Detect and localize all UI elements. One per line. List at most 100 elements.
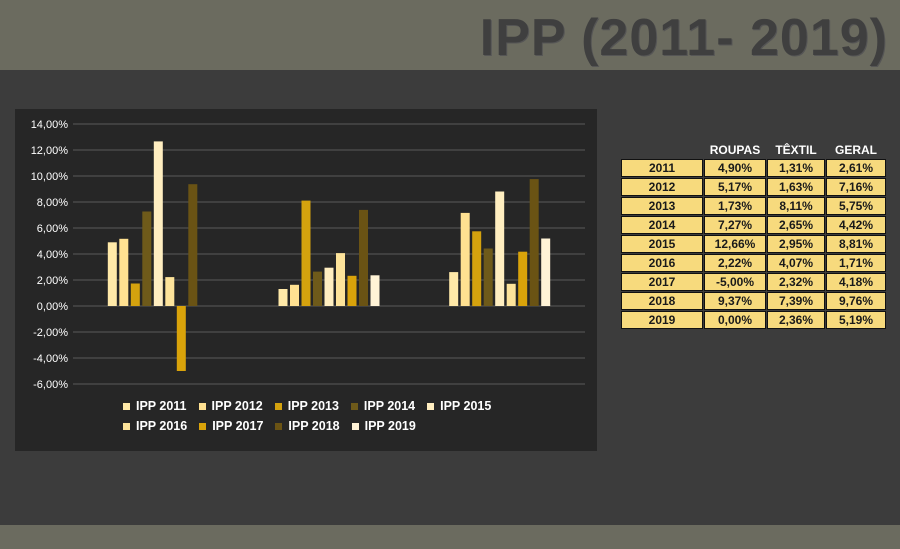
table-cell: 2017 (621, 273, 703, 291)
table-cell: 2014 (621, 216, 703, 234)
bar-ipp-2013-geral (472, 231, 482, 307)
table-cell: 7,16% (826, 178, 886, 196)
table-cell: 2019 (621, 311, 703, 329)
table-cell: 2,32% (767, 273, 825, 291)
y-tick-label: 10,00% (31, 171, 69, 183)
table-row: 2016 2,22% 4,07% 1,71% (621, 254, 886, 272)
bar-ipp-2017-roupas (176, 306, 186, 371)
table-cell: 0,00% (704, 311, 766, 329)
table-cell: 4,07% (767, 254, 825, 272)
y-tick-label: 8,00% (37, 197, 68, 209)
table-row: 2012 5,17% 1,63% 7,16% (621, 178, 886, 196)
legend-label: IPP 2015 (440, 399, 492, 413)
table-row: 2014 7,27% 2,65% 4,42% (621, 216, 886, 234)
table-cell: 12,66% (704, 235, 766, 253)
table-cell: 4,18% (826, 273, 886, 291)
bar-ipp-2012-roupas (119, 238, 129, 306)
bar-ipp-2012-têxtil (290, 284, 299, 306)
table-cell: 5,17% (704, 178, 766, 196)
bar-ipp-2019-geral (541, 238, 551, 306)
legend-swatch (427, 402, 435, 410)
chart-plot: 14,00% 12,00% 10,00% 8,00% 6,00% 4,00% 2,00% 0,… (31, 119, 585, 391)
table-header-cell (622, 142, 702, 157)
y-tick-label: 12,00% (31, 145, 69, 157)
table-cell: 5,19% (826, 311, 886, 329)
legend-label: IPP 2019 (364, 419, 416, 433)
table-header-row: ROUPAS TÊXTIL GERAL (622, 142, 885, 157)
table-cell: 2,95% (767, 235, 825, 253)
bar-ipp-2017-geral (518, 251, 528, 306)
bar-ipp-2016-geral (506, 283, 516, 306)
table-cell: -5,00% (704, 273, 766, 291)
legend-label: IPP 2017 (212, 419, 264, 433)
legend-item: IPP 2018 (275, 419, 340, 433)
bar-ipp-2019-têxtil (370, 275, 380, 306)
legend-label: IPP 2016 (136, 419, 188, 433)
y-tick-label: -6,00% (33, 379, 68, 391)
y-tick-label: -4,00% (33, 353, 68, 365)
legend-swatch (274, 402, 282, 410)
bar-ipp-2011-têxtil (278, 289, 288, 306)
table-row: 2017 -5,00% 2,32% 4,18% (621, 273, 886, 291)
legend-item: IPP 2012 (198, 399, 263, 413)
bar-ipp-2016-roupas (165, 277, 175, 306)
table-cell: 2018 (621, 292, 703, 310)
bar-ipp-2011-geral (449, 272, 459, 306)
slide-title: IPP (2011- 2019) (479, 9, 888, 67)
legend-swatch (275, 422, 283, 430)
bar-ipp-2011-roupas (107, 242, 117, 306)
y-tick-label: 14,00% (31, 119, 69, 131)
table-row: 2015 12,66% 2,95% 8,81% (621, 235, 886, 253)
y-tick-label: -2,00% (33, 327, 68, 339)
legend-item: IPP 2014 (350, 399, 416, 413)
bar-ipp-2015-geral (495, 191, 505, 306)
table-cell: 7,39% (767, 292, 825, 310)
bar-chart: 14,00% 12,00% 10,00% 8,00% 6,00% 4,00% 2,00% 0,… (15, 109, 597, 451)
table-cell: 1,73% (704, 197, 766, 215)
table-cell: 1,63% (767, 178, 825, 196)
chart-legend: IPP 2011 IPP 2012 IPP 2013 IPP 2014 IPP 2015… (123, 399, 543, 439)
legend-label: IPP 2018 (288, 419, 340, 433)
legend-swatch (123, 422, 130, 430)
table-cell: 4,90% (704, 159, 766, 177)
bar-ipp-2013-roupas (130, 283, 140, 306)
y-tick-label: 0,00% (37, 301, 68, 313)
bar-ipp-2018-têxtil (359, 209, 368, 306)
legend-label: IPP 2012 (211, 399, 263, 413)
table-cell: 2013 (621, 197, 703, 215)
table-cell: 8,11% (767, 197, 825, 215)
legend-swatch (123, 402, 130, 410)
bar-ipp-2014-têxtil (313, 271, 322, 306)
y-tick-label: 2,00% (37, 275, 68, 287)
legend-swatch (199, 422, 207, 430)
legend-swatch (350, 402, 358, 410)
legend-label: IPP 2013 (287, 399, 339, 413)
table-cell: 2015 (621, 235, 703, 253)
table-cell: 2,22% (704, 254, 766, 272)
table-cell: 9,37% (704, 292, 766, 310)
table-row: 2013 1,73% 8,11% 5,75% (621, 197, 886, 215)
table-cell: 8,81% (826, 235, 886, 253)
ipp-table: ROUPAS TÊXTIL GERAL 2011 4,90% 1,31% 2,61% 201… (619, 139, 888, 331)
table-row: 2019 0,00% 2,36% 5,19% (621, 311, 886, 329)
table-header-cell: TÊXTIL (775, 142, 817, 157)
legend-item: IPP 2019 (351, 419, 416, 433)
legend-item: IPP 2016 (123, 419, 187, 433)
bar-ipp-2014-roupas (142, 211, 152, 306)
legend-label: IPP 2011 (136, 399, 187, 413)
table-body: 2011 4,90% 1,31% 2,61% 2012 5,17% 1,63% 7,16% 20… (621, 159, 886, 329)
table-cell: 1,31% (767, 159, 825, 177)
bar-ipp-2015-têxtil (324, 267, 334, 306)
legend-row: IPP 2016 IPP 2017 IPP 2018 IPP 2019 (123, 419, 543, 433)
table-row: 2011 4,90% 1,31% 2,61% (621, 159, 886, 177)
bar-ipp-2017-têxtil (347, 275, 357, 306)
table-cell: 1,71% (826, 254, 886, 272)
legend-item: IPP 2011 (123, 399, 187, 413)
legend-label: IPP 2014 (363, 399, 416, 413)
table-cell: 2,36% (767, 311, 825, 329)
legend-item: IPP 2015 (427, 399, 491, 413)
table-cell: 4,42% (826, 216, 886, 234)
table-cell: 2,61% (826, 159, 886, 177)
bar-ipp-2014-geral (483, 248, 493, 306)
legend-swatch (198, 402, 206, 410)
